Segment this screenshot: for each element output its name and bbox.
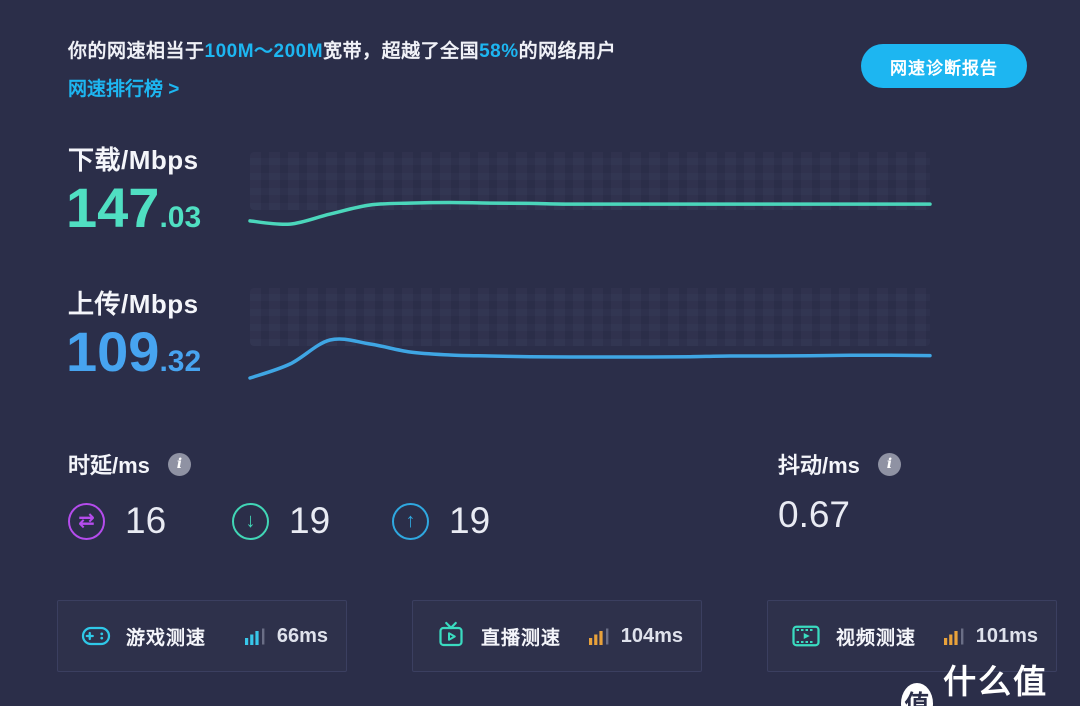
download-value-int: 147: [66, 176, 160, 239]
summary-middle: 宽带，超越了全国: [323, 41, 480, 62]
latency-header: 时延/ms i: [68, 448, 191, 480]
smzdm-watermark-text: 什么值得买: [943, 663, 1049, 700]
signal-bars-icon: [588, 628, 609, 645]
latency-total: ⇄ 16: [68, 500, 166, 542]
latency-download: ↓ 19: [232, 500, 330, 542]
upload-value-int: 109: [66, 320, 160, 383]
video-speedtest-label: 视频测速: [836, 627, 917, 649]
signal-bars-icon: [244, 628, 265, 645]
gamepad-icon: [81, 626, 111, 646]
game-speedtest-value: 66ms: [276, 624, 328, 647]
download-value: 147 .03: [66, 180, 201, 236]
jitter-value: 0.67: [778, 494, 851, 535]
summary-suffix: 的网络用户: [518, 41, 617, 62]
latency-upload-value: 19: [449, 500, 491, 541]
summary-bandwidth: 100M～200M: [204, 41, 324, 62]
game-speedtest-card[interactable]: 游戏测速 66ms: [57, 600, 347, 672]
upload-value-dec: .32: [159, 345, 202, 378]
exchange-arrows-icon: ⇄: [68, 502, 105, 540]
video-speedtest-card[interactable]: 视频测速 101ms: [767, 600, 1057, 672]
download-speed-chart: [248, 200, 932, 227]
game-speedtest-label: 游戏测速: [126, 627, 207, 649]
live-tv-icon: [439, 621, 463, 647]
upload-speed-chart: [248, 337, 932, 380]
latency-total-value: 16: [125, 500, 167, 541]
latency-download-value: 19: [289, 500, 331, 541]
summary-prefix: 你的网速相当于: [68, 41, 205, 62]
summary-percent: 58%: [479, 41, 519, 62]
ranking-link[interactable]: 网速排行榜 >: [68, 79, 180, 100]
film-icon: [792, 625, 820, 647]
latency-label: 时延/ms: [68, 453, 150, 478]
info-icon[interactable]: i: [877, 452, 901, 476]
live-speedtest-value: 104ms: [620, 624, 683, 647]
download-label: 下载/Mbps: [68, 145, 199, 175]
diagnosis-report-button[interactable]: 网速诊断报告: [861, 44, 1027, 88]
info-icon[interactable]: i: [167, 452, 191, 476]
upload-value: 109 .32: [66, 324, 201, 380]
smzdm-watermark: 值 什么值得买: [901, 655, 1080, 706]
download-value-dec: .03: [159, 201, 202, 234]
jitter-header: 抖动/ms i: [778, 448, 901, 480]
signal-bars-icon: [943, 628, 964, 645]
latency-upload: ↑ 19: [392, 500, 490, 542]
live-speedtest-card[interactable]: 直播测速 104ms: [412, 600, 702, 672]
jitter-label: 抖动/ms: [778, 453, 860, 478]
smzdm-logo-icon: 值: [901, 682, 934, 706]
upload-label: 上传/Mbps: [68, 289, 199, 319]
video-speedtest-value: 101ms: [975, 624, 1038, 647]
speed-summary-text: 你的网速相当于100M～200M宽带，超越了全国58%的网络用户: [68, 36, 616, 63]
arrow-down-circle-icon: ↓: [232, 502, 269, 540]
live-speedtest-label: 直播测速: [481, 627, 562, 649]
arrow-up-circle-icon: ↑: [392, 502, 429, 540]
